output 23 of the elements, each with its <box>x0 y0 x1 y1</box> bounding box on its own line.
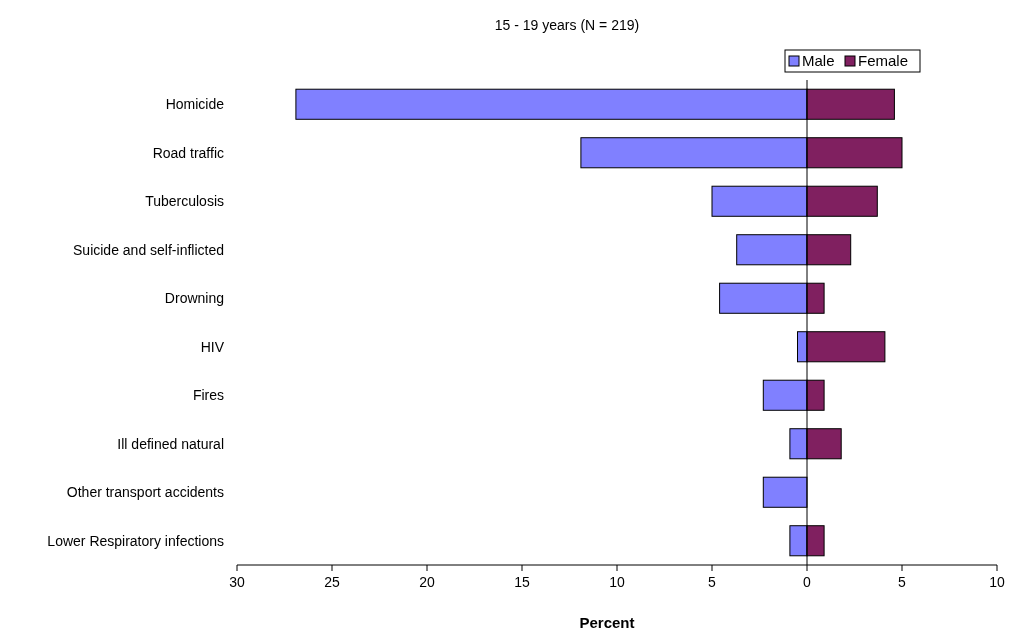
x-axis-title: Percent <box>579 614 635 631</box>
y-tick-label: Tuberculosis <box>145 193 224 210</box>
x-tick-label: 15 <box>514 574 530 590</box>
y-tick-label: Suicide and self-inflicted <box>73 241 224 258</box>
y-tick-label: Road traffic <box>152 144 224 161</box>
x-tick-label: 25 <box>324 574 340 590</box>
legend-label: Male <box>802 52 835 69</box>
y-tick-label: HIV <box>200 338 225 355</box>
y-tick-label: Homicide <box>165 96 225 113</box>
x-tick-label: 0 <box>803 574 812 590</box>
x-tick-label: 5 <box>708 574 717 590</box>
y-tick-label: Lower Respiratory infections <box>47 532 224 549</box>
y-tick-label: Other transport accidents <box>66 484 224 501</box>
x-tick-label: 10 <box>609 574 625 590</box>
chart-title: 15 - 19 years (N = 219) <box>494 17 640 33</box>
y-tick-label: Fires <box>192 387 224 404</box>
x-tick-label: 10 <box>989 574 1005 590</box>
x-tick-label: 5 <box>898 574 907 590</box>
y-tick-label: Ill defined natural <box>117 435 224 452</box>
y-tick-label: Drowning <box>164 290 224 307</box>
x-tick-label: 30 <box>229 574 245 590</box>
x-tick-label: 20 <box>419 574 435 590</box>
legend-label: Female <box>858 52 909 69</box>
